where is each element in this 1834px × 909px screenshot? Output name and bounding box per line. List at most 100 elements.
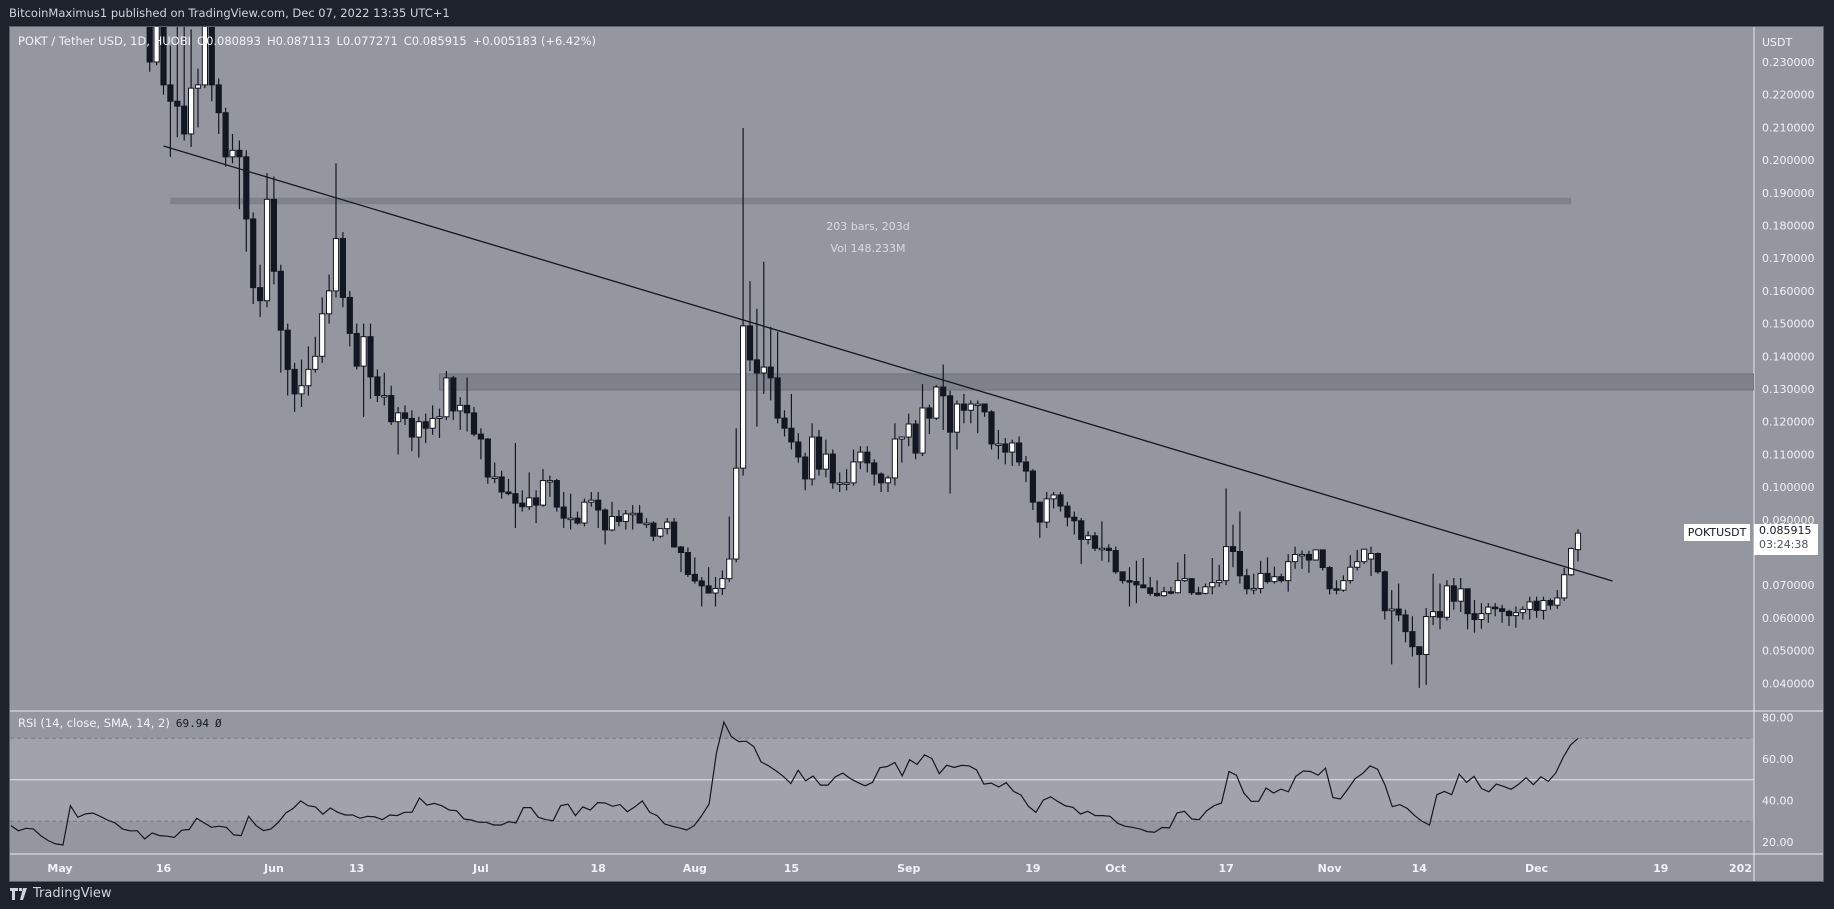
candle-body-down bbox=[677, 546, 685, 553]
candle bbox=[602, 508, 609, 545]
candle bbox=[988, 410, 995, 450]
candle bbox=[381, 372, 388, 406]
legend-low: L0.077271 bbox=[336, 34, 398, 48]
candle-body-down bbox=[450, 377, 457, 412]
candle-body-down bbox=[1147, 587, 1154, 594]
candle bbox=[415, 416, 422, 458]
candle bbox=[388, 385, 395, 425]
candle-body-up bbox=[1009, 442, 1016, 453]
candle bbox=[1057, 492, 1064, 512]
candle bbox=[1278, 573, 1285, 583]
last-price-tag: 0.085915 03:24:38 bbox=[1754, 524, 1818, 555]
candle bbox=[740, 128, 747, 476]
candle bbox=[664, 518, 671, 535]
time-axis[interactable]: May 16 Jun 13 Jul 18 Aug 15 Sep 19 Oct 17 Nov 14 Dec 19… bbox=[47, 862, 1752, 875]
candle-body-up bbox=[1485, 606, 1492, 615]
candle-body-down bbox=[1133, 581, 1140, 586]
trendline[interactable] bbox=[163, 145, 1613, 582]
candle-body-down bbox=[1305, 553, 1313, 561]
price-tick-label: 0.220000 bbox=[1762, 89, 1815, 102]
price-axis[interactable]: 0.230000 0.220000 0.210000 0.200000 0.190000… bbox=[1762, 56, 1815, 690]
price-tick-label: 0.070000 bbox=[1762, 579, 1815, 592]
candle bbox=[470, 406, 478, 437]
candle bbox=[691, 557, 698, 584]
candle bbox=[346, 290, 353, 347]
candle bbox=[1354, 549, 1361, 571]
candle-body-up bbox=[1367, 552, 1375, 560]
candle bbox=[443, 371, 450, 421]
candle bbox=[636, 505, 643, 524]
candle-body-down bbox=[788, 427, 795, 443]
candle-body-up bbox=[546, 480, 553, 483]
candle-body-down bbox=[236, 149, 243, 158]
candle-body-up bbox=[443, 377, 450, 418]
candle-body-up bbox=[884, 477, 892, 484]
time-tick-label: Nov bbox=[1318, 862, 1343, 875]
candle-body-up bbox=[201, 27, 209, 86]
candle-body-down bbox=[160, 27, 167, 86]
candle-body-up bbox=[298, 385, 305, 395]
footer: TradingView bbox=[10, 886, 112, 901]
rsi-tick-label: 40.00 bbox=[1762, 795, 1794, 808]
candle-body-up bbox=[733, 467, 740, 560]
rsi-na-symbol: Ø bbox=[214, 717, 222, 730]
candle-body-down bbox=[1016, 442, 1023, 463]
candle bbox=[263, 173, 271, 308]
candle-body-down bbox=[1078, 520, 1085, 540]
candle-body-down bbox=[1091, 535, 1099, 549]
candle bbox=[1450, 578, 1457, 610]
price-tick-label: 0.120000 bbox=[1762, 416, 1815, 429]
resistance-zone[interactable] bbox=[439, 373, 1755, 391]
rsi-axis[interactable]: 80.00 60.00 40.00 20.00 bbox=[1762, 712, 1794, 850]
price-tick-label: 0.230000 bbox=[1762, 56, 1815, 69]
horizontal-zones[interactable] bbox=[170, 197, 1755, 391]
candle bbox=[1243, 568, 1250, 595]
candle bbox=[933, 385, 940, 421]
candle-body-down bbox=[988, 411, 995, 445]
candle bbox=[1416, 646, 1423, 688]
candle-body-up bbox=[581, 501, 588, 524]
candle-body-up bbox=[1568, 548, 1575, 576]
candle-body-down bbox=[146, 27, 153, 63]
candle-body-up bbox=[457, 404, 464, 412]
candle bbox=[581, 498, 588, 527]
candle bbox=[208, 27, 215, 102]
candle bbox=[1154, 580, 1161, 597]
candle bbox=[519, 490, 526, 512]
candle-body-down bbox=[1436, 611, 1444, 618]
candle bbox=[1022, 456, 1030, 483]
candle bbox=[1319, 549, 1326, 571]
candle-body-down bbox=[1499, 608, 1506, 612]
candle bbox=[1533, 596, 1540, 618]
candle bbox=[843, 469, 850, 491]
candle bbox=[477, 428, 484, 460]
candle-body-down bbox=[353, 332, 360, 367]
candle bbox=[1147, 577, 1154, 596]
candle-body-down bbox=[1002, 443, 1009, 453]
candle bbox=[1312, 549, 1319, 561]
candle bbox=[1167, 586, 1175, 595]
candle-body-up bbox=[740, 325, 747, 469]
candle-body-up bbox=[1361, 548, 1368, 563]
candle-body-up bbox=[188, 87, 195, 135]
time-tick-label: 13 bbox=[349, 862, 364, 875]
rsi-legend[interactable]: RSI (14, close, SMA, 14, 2) 69.94 Ø bbox=[18, 716, 222, 730]
resistance-zone[interactable] bbox=[170, 197, 1572, 205]
candle-body-down bbox=[174, 100, 181, 107]
candle-body-down bbox=[1374, 552, 1382, 573]
rsi-tick-label: 80.00 bbox=[1762, 712, 1794, 725]
candle-body-down bbox=[947, 395, 954, 433]
symbol-title[interactable]: POKT / Tether USD, 1D, HUOBI bbox=[18, 34, 192, 48]
candle-body-down bbox=[388, 395, 395, 423]
candle-body-down bbox=[781, 417, 788, 429]
candle bbox=[305, 346, 312, 396]
candle bbox=[167, 45, 174, 157]
candle bbox=[1423, 608, 1430, 685]
candle bbox=[312, 336, 319, 373]
publisher-header: BitcoinMaximus1 published on TradingView… bbox=[9, 6, 450, 20]
brand-name[interactable]: TradingView bbox=[33, 886, 112, 901]
candle-body-down bbox=[1188, 578, 1195, 594]
candle bbox=[353, 323, 360, 370]
candle bbox=[1333, 580, 1340, 595]
